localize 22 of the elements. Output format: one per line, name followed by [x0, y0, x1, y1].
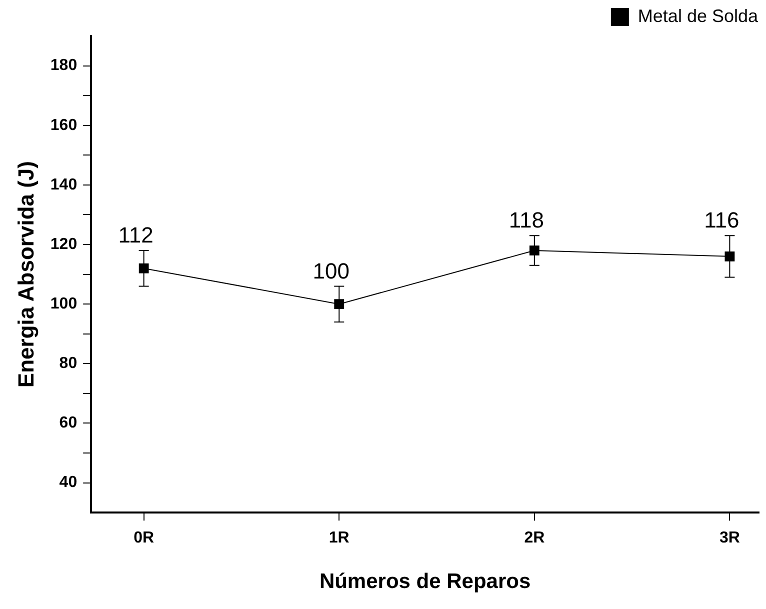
point: [529, 246, 540, 256]
x-tick-label: 1R: [328, 530, 350, 547]
data-label: 100: [312, 258, 350, 284]
y-tick-label: 80: [59, 355, 78, 372]
y-tick-label: 160: [50, 116, 78, 134]
point: [138, 263, 149, 274]
data-label: 116: [704, 208, 740, 233]
x-tick-label: 0R: [134, 530, 154, 547]
y-tick-label: 40: [59, 474, 78, 492]
data-label: 112: [118, 222, 154, 248]
y-axis-title: Energia Absorvida (J): [13, 161, 38, 388]
y-tick-label: 180: [50, 57, 78, 74]
x-axis-title: Números de Reparos: [319, 570, 531, 594]
data-label: 118: [508, 208, 544, 233]
y-tick-label: 60: [59, 414, 78, 432]
y-tick-label: 140: [50, 176, 78, 194]
point: [334, 299, 344, 310]
x-tick-label: 3R: [719, 530, 740, 547]
legend-label: Metal de Solda: [638, 6, 759, 26]
x-tick-label: 2R: [524, 530, 546, 547]
y-tick-label: 120: [50, 236, 78, 253]
y-tick-label: 100: [50, 295, 78, 312]
